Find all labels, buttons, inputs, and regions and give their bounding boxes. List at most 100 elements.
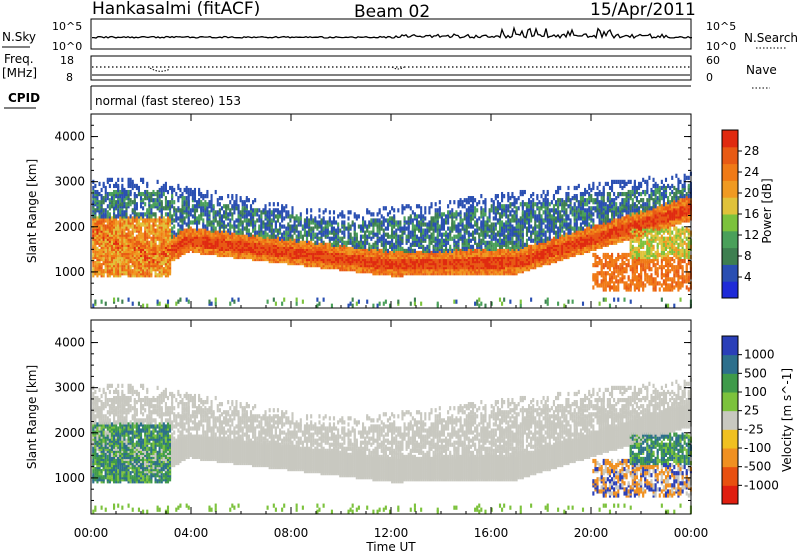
power-cell bbox=[318, 301, 321, 306]
power-cell bbox=[281, 204, 284, 209]
power-cell bbox=[447, 216, 450, 221]
power-cell bbox=[158, 198, 161, 203]
power-cell bbox=[355, 242, 358, 247]
power-cell bbox=[144, 202, 147, 207]
power-cell bbox=[372, 226, 375, 231]
power-cell bbox=[189, 220, 192, 225]
power-cell bbox=[241, 230, 244, 235]
power-cell bbox=[482, 248, 485, 254]
power-cell bbox=[505, 214, 508, 219]
power-cell bbox=[420, 222, 423, 227]
power-cell bbox=[442, 248, 446, 254]
power-cell bbox=[210, 206, 213, 211]
power-cell bbox=[415, 226, 419, 231]
power-cell bbox=[320, 238, 323, 243]
power-cell bbox=[322, 297, 325, 302]
power-cell bbox=[249, 204, 253, 209]
power-cell bbox=[455, 240, 458, 245]
power-cell bbox=[239, 228, 242, 233]
power-cell bbox=[486, 226, 489, 231]
power-cell bbox=[220, 230, 223, 235]
power-cell bbox=[146, 232, 149, 237]
power-cell bbox=[220, 196, 223, 201]
power-cell bbox=[486, 222, 489, 227]
power-cell bbox=[382, 240, 385, 245]
power-cell bbox=[204, 200, 207, 205]
power-cell bbox=[208, 200, 211, 205]
power-cell bbox=[119, 222, 122, 227]
power-cell bbox=[125, 222, 128, 227]
power-cell bbox=[229, 301, 232, 306]
power-cell bbox=[193, 204, 197, 209]
power-cell bbox=[150, 240, 153, 245]
power-cell bbox=[106, 250, 109, 256]
power-cell bbox=[501, 232, 504, 237]
power-cell bbox=[455, 248, 458, 254]
power-cell bbox=[169, 218, 172, 223]
power-cell bbox=[498, 202, 502, 207]
power-cell bbox=[453, 299, 456, 304]
power-cell bbox=[432, 216, 435, 221]
power-cell bbox=[262, 220, 265, 225]
power-cell bbox=[92, 263, 95, 268]
power-cell bbox=[173, 224, 176, 229]
power-cell bbox=[295, 224, 298, 229]
power-cell bbox=[388, 234, 392, 239]
power-cell bbox=[351, 246, 354, 251]
power-cell bbox=[418, 204, 421, 209]
power-cell bbox=[212, 204, 215, 209]
power-cell bbox=[459, 202, 462, 207]
power-cell bbox=[484, 212, 487, 217]
power-cell bbox=[503, 230, 506, 235]
power-cell bbox=[476, 218, 479, 223]
power-cell bbox=[428, 220, 431, 225]
power-cell bbox=[505, 248, 508, 254]
power-cell bbox=[393, 208, 396, 213]
power-cell bbox=[368, 246, 371, 251]
nsky-label: N.Sky bbox=[2, 30, 36, 44]
power-cell bbox=[488, 218, 491, 223]
power-cell bbox=[393, 230, 396, 235]
power-cell bbox=[162, 206, 165, 211]
date-title: 15/Apr/2011 bbox=[590, 0, 696, 20]
power-cell bbox=[413, 228, 416, 233]
power-cell bbox=[447, 226, 450, 231]
power-cell bbox=[239, 218, 242, 223]
power-cell bbox=[505, 228, 508, 233]
power-cell bbox=[131, 301, 134, 306]
power-cell bbox=[289, 230, 292, 235]
power-cell bbox=[212, 224, 215, 229]
power-cell bbox=[397, 250, 400, 256]
power-cell bbox=[100, 299, 103, 304]
power-cell bbox=[185, 228, 188, 233]
power-cell bbox=[343, 220, 346, 225]
power-cell bbox=[210, 226, 213, 231]
power-cell bbox=[517, 206, 520, 211]
power-cell bbox=[428, 206, 431, 211]
power-cell bbox=[449, 200, 452, 205]
power-cell bbox=[125, 232, 128, 237]
power-cell bbox=[314, 216, 317, 221]
power-cell bbox=[162, 183, 165, 189]
power-cell bbox=[488, 240, 491, 245]
power-cell bbox=[418, 214, 421, 219]
power-cell bbox=[252, 228, 255, 233]
power-cell bbox=[393, 224, 396, 229]
power-cell bbox=[171, 204, 174, 209]
power-cell bbox=[459, 248, 462, 254]
power-cell bbox=[129, 230, 132, 235]
power-cell bbox=[469, 238, 472, 243]
power-cell bbox=[169, 200, 172, 205]
power-cell bbox=[135, 212, 138, 217]
power-cell bbox=[227, 204, 230, 209]
power-cell bbox=[108, 198, 111, 203]
power-cell bbox=[104, 212, 107, 217]
power-cell bbox=[463, 216, 466, 221]
power-cell bbox=[187, 198, 190, 203]
power-cell bbox=[432, 228, 435, 233]
power-cell bbox=[409, 301, 412, 306]
power-cell bbox=[164, 212, 167, 217]
power-cell bbox=[96, 220, 99, 225]
power-cell bbox=[484, 232, 487, 237]
power-cell bbox=[117, 269, 120, 274]
